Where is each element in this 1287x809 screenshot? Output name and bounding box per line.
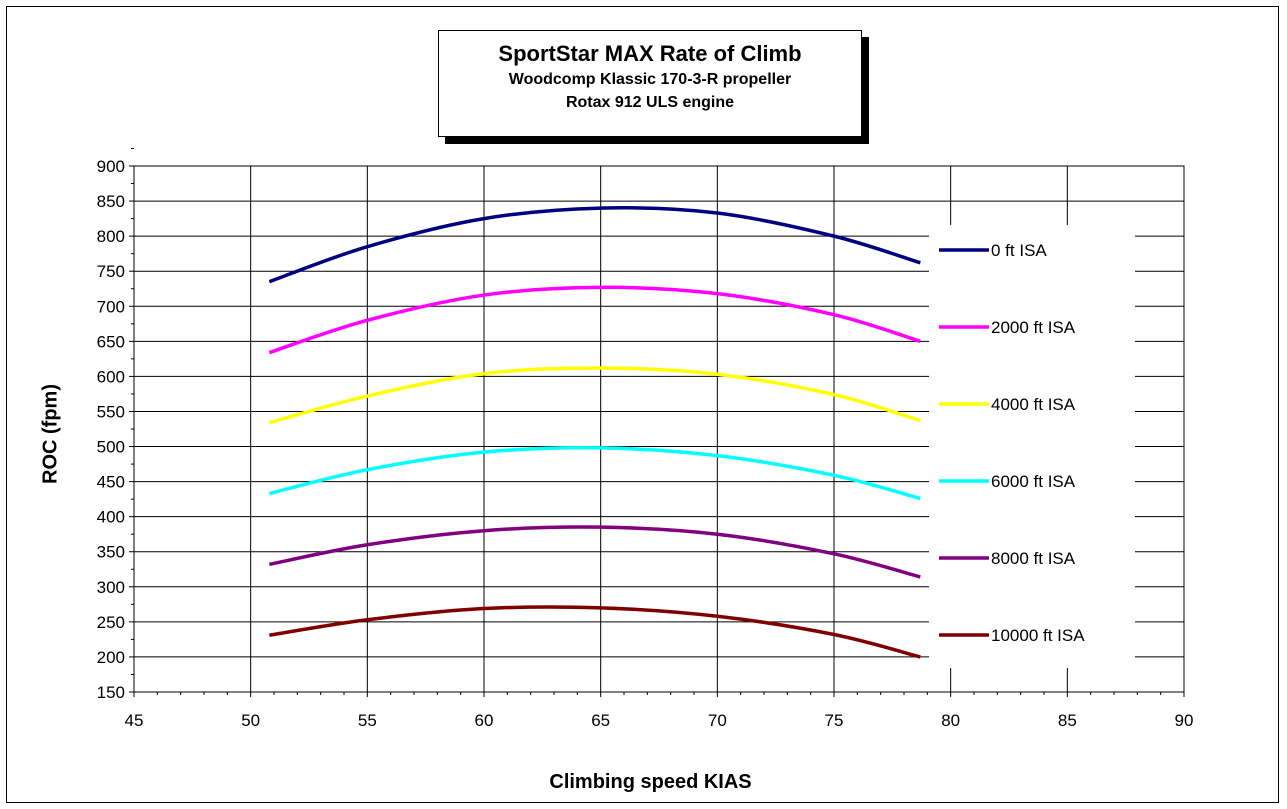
- series-line-2: [268, 366, 921, 425]
- y-tick-label: 900: [97, 157, 125, 176]
- y-tick-label: 400: [97, 508, 125, 527]
- series-line-3: [268, 446, 921, 501]
- title-box: SportStar MAX Rate of Climb Woodcomp Kla…: [438, 30, 862, 137]
- legend-label-0: 0 ft ISA: [991, 241, 1047, 260]
- x-tick-label: 80: [941, 711, 960, 730]
- y-tick-label: 200: [97, 648, 125, 667]
- x-tick-label: 60: [475, 711, 494, 730]
- y-tick-label: 300: [97, 578, 125, 597]
- chart-title: SportStar MAX Rate of Climb: [498, 41, 802, 66]
- y-tick-label: 600: [97, 367, 125, 386]
- legend-label-1: 2000 ft ISA: [991, 318, 1076, 337]
- chart-subtitle-2: Rotax 912 ULS engine: [565, 94, 735, 111]
- chart-plot: 150 200 250 300 350 400 450 500 550 600 650 700 750 8…: [97, 147, 1194, 730]
- legend-label-2: 4000 ft ISA: [991, 395, 1076, 414]
- x-axis-title: Climbing speed KIAS: [549, 771, 752, 793]
- x-tick-label: 85: [1058, 711, 1077, 730]
- x-tick-label: 45: [125, 711, 144, 730]
- y-tick-label: 250: [97, 613, 125, 632]
- x-tick-label: 70: [708, 711, 727, 730]
- y-tick-label: 450: [97, 473, 125, 492]
- y-tick-label: 350: [97, 543, 125, 562]
- y-axis-title: ROC (fpm): [39, 384, 62, 484]
- series-line-1: [268, 285, 921, 355]
- x-tick-label: 75: [825, 711, 844, 730]
- y-tick-label: 750: [97, 262, 125, 281]
- x-tick-label: 50: [241, 711, 260, 730]
- y-tick-label: 700: [97, 297, 125, 316]
- y-tick-label: 150: [97, 683, 125, 702]
- x-tick-label: 90: [1175, 711, 1194, 730]
- x-tick-label: 55: [358, 711, 377, 730]
- y-tick-label: 850: [97, 192, 125, 211]
- chart-frame: 150 200 250 300 350 400 450 500 550 600 650 700 750 8…: [6, 6, 1279, 803]
- y-tick-label: 650: [97, 332, 125, 351]
- x-tick-label: 65: [591, 711, 610, 730]
- y-tick-label: 500: [97, 438, 125, 457]
- y-tick-label: 550: [97, 402, 125, 421]
- legend-label-3: 6000 ft ISA: [991, 472, 1076, 491]
- legend-box: [929, 225, 1135, 668]
- series-line-5: [269, 605, 921, 659]
- legend-label-4: 8000 ft ISA: [991, 549, 1076, 568]
- y-tick-label: 800: [97, 227, 125, 246]
- series-line-0: [268, 206, 921, 284]
- chart-subtitle-1: Woodcomp Klassic 170-3-R propeller: [508, 71, 792, 88]
- legend-label-5: 10000 ft ISA: [991, 626, 1085, 645]
- series-line-4: [268, 525, 921, 579]
